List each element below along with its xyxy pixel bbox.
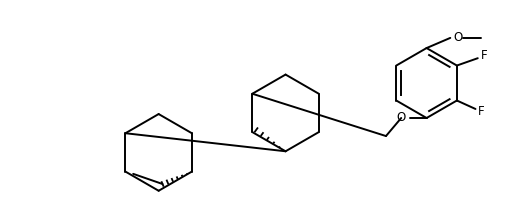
Text: F: F bbox=[481, 49, 487, 62]
Text: F: F bbox=[478, 105, 485, 118]
Text: O: O bbox=[453, 31, 463, 44]
Text: O: O bbox=[397, 111, 406, 125]
